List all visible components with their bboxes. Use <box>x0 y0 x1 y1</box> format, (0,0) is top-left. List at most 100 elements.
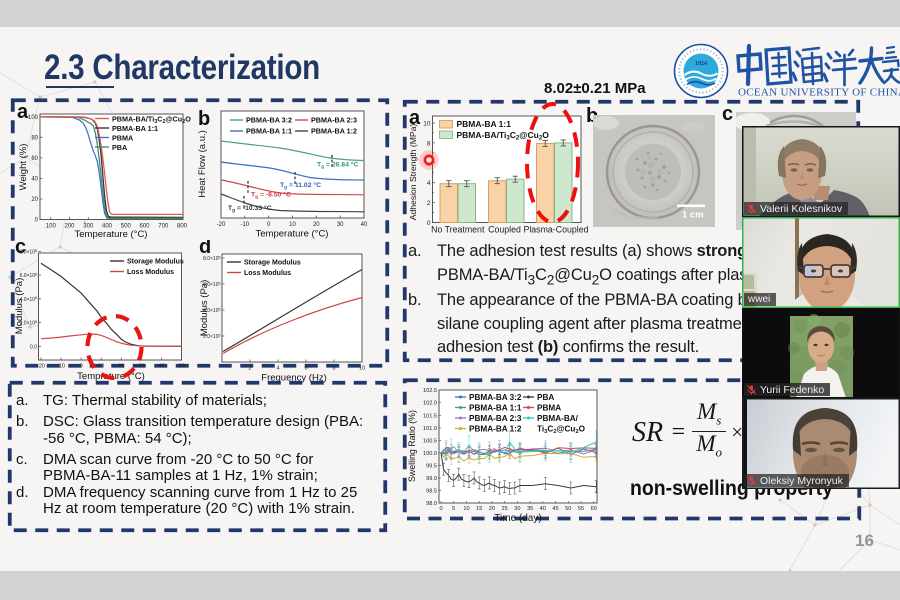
svg-text:Adhesion Strength (MPa): Adhesion Strength (MPa) <box>408 124 418 221</box>
svg-text:101.0: 101.0 <box>423 426 437 432</box>
svg-text:55: 55 <box>578 506 584 512</box>
svg-text:40: 40 <box>361 222 368 228</box>
svg-text:8: 8 <box>332 366 335 372</box>
svg-text:100.5: 100.5 <box>423 438 437 444</box>
svg-text:Tg = 26.84 °C: Tg = 26.84 °C <box>317 161 358 170</box>
svg-text:100: 100 <box>28 115 39 121</box>
svg-text:8: 8 <box>427 140 431 147</box>
svg-text:PBMA: PBMA <box>112 133 133 142</box>
svg-text:1924: 1924 <box>695 61 707 67</box>
svg-text:PBMA-BA 1:1: PBMA-BA 1:1 <box>246 127 292 136</box>
svg-text:30: 30 <box>138 364 144 370</box>
svg-text:101.5: 101.5 <box>423 413 437 419</box>
svg-text:102.0: 102.0 <box>423 401 437 407</box>
svg-text:4.0×105: 4.0×105 <box>203 308 220 315</box>
svg-text:20: 20 <box>31 197 38 203</box>
svg-text:a: a <box>17 101 29 123</box>
svg-text:Ti3C2@Cu2O: Ti3C2@Cu2O <box>537 424 586 435</box>
svg-text:200: 200 <box>64 224 75 230</box>
svg-text:Temperature (°C): Temperature (°C) <box>256 229 329 240</box>
svg-text:60: 60 <box>591 506 597 512</box>
svg-text:Coupled: Coupled <box>488 225 521 235</box>
svg-text:2.0×108: 2.0×108 <box>20 320 37 327</box>
svg-text:Heat Flow (a.u.): Heat Flow (a.u.) <box>197 130 208 198</box>
svg-text:Tg = -10.33 °C: Tg = -10.33 °C <box>228 204 272 213</box>
svg-text:60: 60 <box>31 156 38 162</box>
svg-text:20: 20 <box>313 222 320 228</box>
svg-text:0: 0 <box>427 220 431 227</box>
svg-text:700: 700 <box>158 224 169 230</box>
svg-text:No Treatment: No Treatment <box>431 225 485 235</box>
svg-text:Weight (%): Weight (%) <box>18 144 29 191</box>
svg-text:PBMA-BA 2:3: PBMA-BA 2:3 <box>311 116 357 125</box>
svg-text:Swelling Ratio (%): Swelling Ratio (%) <box>407 410 417 482</box>
svg-text:Loss Modulus: Loss Modulus <box>244 270 291 277</box>
svg-text:-20: -20 <box>217 222 226 228</box>
svg-text:500: 500 <box>121 224 132 230</box>
svg-text:30: 30 <box>337 222 344 228</box>
svg-text:10: 10 <box>289 222 296 228</box>
svg-text:8.0×108: 8.0×108 <box>20 249 37 256</box>
svg-text:600: 600 <box>139 224 150 230</box>
svg-text:Time (day): Time (day) <box>494 513 541 524</box>
svg-text:35: 35 <box>527 506 533 512</box>
svg-text:PBMA-BA 1:1: PBMA-BA 1:1 <box>112 124 158 133</box>
svg-text:6: 6 <box>304 366 307 372</box>
svg-text:400: 400 <box>102 224 113 230</box>
svg-text:0: 0 <box>80 364 83 370</box>
svg-text:Frequency (Hz): Frequency (Hz) <box>261 373 326 384</box>
svg-text:40: 40 <box>540 506 546 512</box>
svg-text:-20: -20 <box>37 364 45 370</box>
svg-text:40: 40 <box>31 177 38 183</box>
svg-text:Tg = -8.50 °C: Tg = -8.50 °C <box>251 191 291 200</box>
svg-text:Plasma-Coupled: Plasma-Coupled <box>523 225 588 235</box>
svg-text:50: 50 <box>565 506 571 512</box>
svg-text:99.5: 99.5 <box>426 463 437 469</box>
svg-text:PBMA-BA 1:2: PBMA-BA 1:2 <box>311 127 357 136</box>
svg-text:PBMA: PBMA <box>537 403 561 412</box>
svg-text:4: 4 <box>276 366 279 372</box>
svg-text:25: 25 <box>501 506 507 512</box>
svg-text:20: 20 <box>489 506 495 512</box>
svg-text:2.0×105: 2.0×105 <box>203 334 220 341</box>
svg-text:99.0: 99.0 <box>426 476 437 482</box>
svg-text:0: 0 <box>439 506 442 512</box>
svg-text:98.5: 98.5 <box>426 489 437 495</box>
svg-text:a: a <box>409 107 421 129</box>
svg-text:Storage Modulus: Storage Modulus <box>244 259 301 266</box>
svg-text:10: 10 <box>423 121 431 128</box>
svg-text:PBMA-BA 1:1: PBMA-BA 1:1 <box>469 403 522 412</box>
svg-text:102.5: 102.5 <box>423 388 437 394</box>
svg-text:-10: -10 <box>240 222 249 228</box>
svg-text:6.0×108: 6.0×108 <box>20 273 37 280</box>
svg-text:PBMA-BA 2:3: PBMA-BA 2:3 <box>469 414 522 423</box>
svg-text:98.0: 98.0 <box>426 501 437 507</box>
svg-text:4.0×108: 4.0×108 <box>20 296 37 303</box>
svg-text:Temperature (°C): Temperature (°C) <box>75 229 148 240</box>
svg-text:300: 300 <box>83 224 94 230</box>
svg-text:1 cm: 1 cm <box>682 210 704 221</box>
svg-text:10: 10 <box>359 366 365 372</box>
svg-text:100.0: 100.0 <box>423 451 437 457</box>
svg-text:45: 45 <box>552 506 558 512</box>
svg-text:Modulus (Pa): Modulus (Pa) <box>14 278 25 335</box>
svg-text:2: 2 <box>427 200 431 207</box>
svg-text:0: 0 <box>35 218 39 224</box>
svg-text:4: 4 <box>427 180 431 187</box>
svg-text:-10: -10 <box>57 364 65 370</box>
svg-text:d: d <box>199 240 211 258</box>
svg-text:10: 10 <box>463 506 469 512</box>
svg-text:PBA: PBA <box>112 143 127 152</box>
svg-text:PBMA-BA/Ti3C2@Cu2O: PBMA-BA/Ti3C2@Cu2O <box>112 114 191 125</box>
svg-text:80: 80 <box>31 136 38 142</box>
svg-text:800: 800 <box>177 224 188 230</box>
svg-text:PBMA-BA 3:2: PBMA-BA 3:2 <box>469 393 522 402</box>
svg-text:20: 20 <box>118 364 124 370</box>
svg-text:PBA: PBA <box>537 393 554 402</box>
svg-text:15: 15 <box>476 506 482 512</box>
svg-text:5: 5 <box>452 506 455 512</box>
svg-text:Tg = 11.02 °C: Tg = 11.02 °C <box>280 181 321 190</box>
svg-text:PBMA-BA 3:2: PBMA-BA 3:2 <box>246 116 292 125</box>
svg-text:50: 50 <box>178 364 184 370</box>
svg-text:0.0: 0.0 <box>30 344 37 350</box>
